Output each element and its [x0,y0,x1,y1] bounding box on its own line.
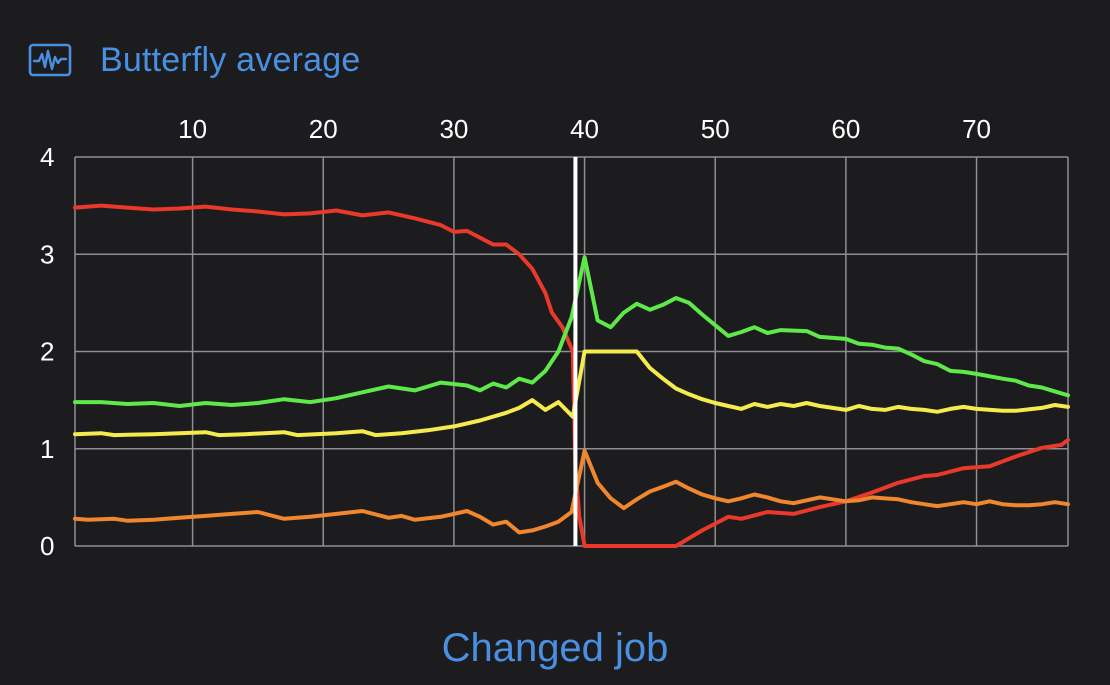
x-tick-label: 10 [178,114,207,144]
green-series-line [73,255,1070,408]
waveform-chart-icon [28,43,72,77]
x-tick-label: 20 [309,114,338,144]
line-chart: 10 20 30 40 50 60 70 0 1 2 3 4 [40,114,1070,561]
x-tick-label: 70 [962,114,991,144]
x-axis-tick-labels: 10 20 30 40 50 60 70 [178,114,991,144]
chart-header: Butterfly average [28,38,360,82]
x-tick-label: 40 [570,114,599,144]
y-tick-label: 1 [40,434,54,464]
y-axis-tick-labels: 0 1 2 3 4 [40,142,54,561]
x-tick-label: 50 [701,114,730,144]
y-tick-label: 0 [40,531,54,561]
orange-series-line [73,448,1070,535]
x-tick-label: 30 [439,114,468,144]
y-tick-label: 2 [40,337,54,367]
y-tick-label: 3 [40,239,54,269]
chart-title: Butterfly average [100,40,361,79]
changed-job-button[interactable]: Changed job [441,626,669,670]
series-lines [73,203,1070,548]
y-tick-label: 4 [40,142,54,172]
red-series-line [73,203,1070,548]
x-tick-label: 60 [831,114,860,144]
yellow-series-line [73,349,1070,438]
